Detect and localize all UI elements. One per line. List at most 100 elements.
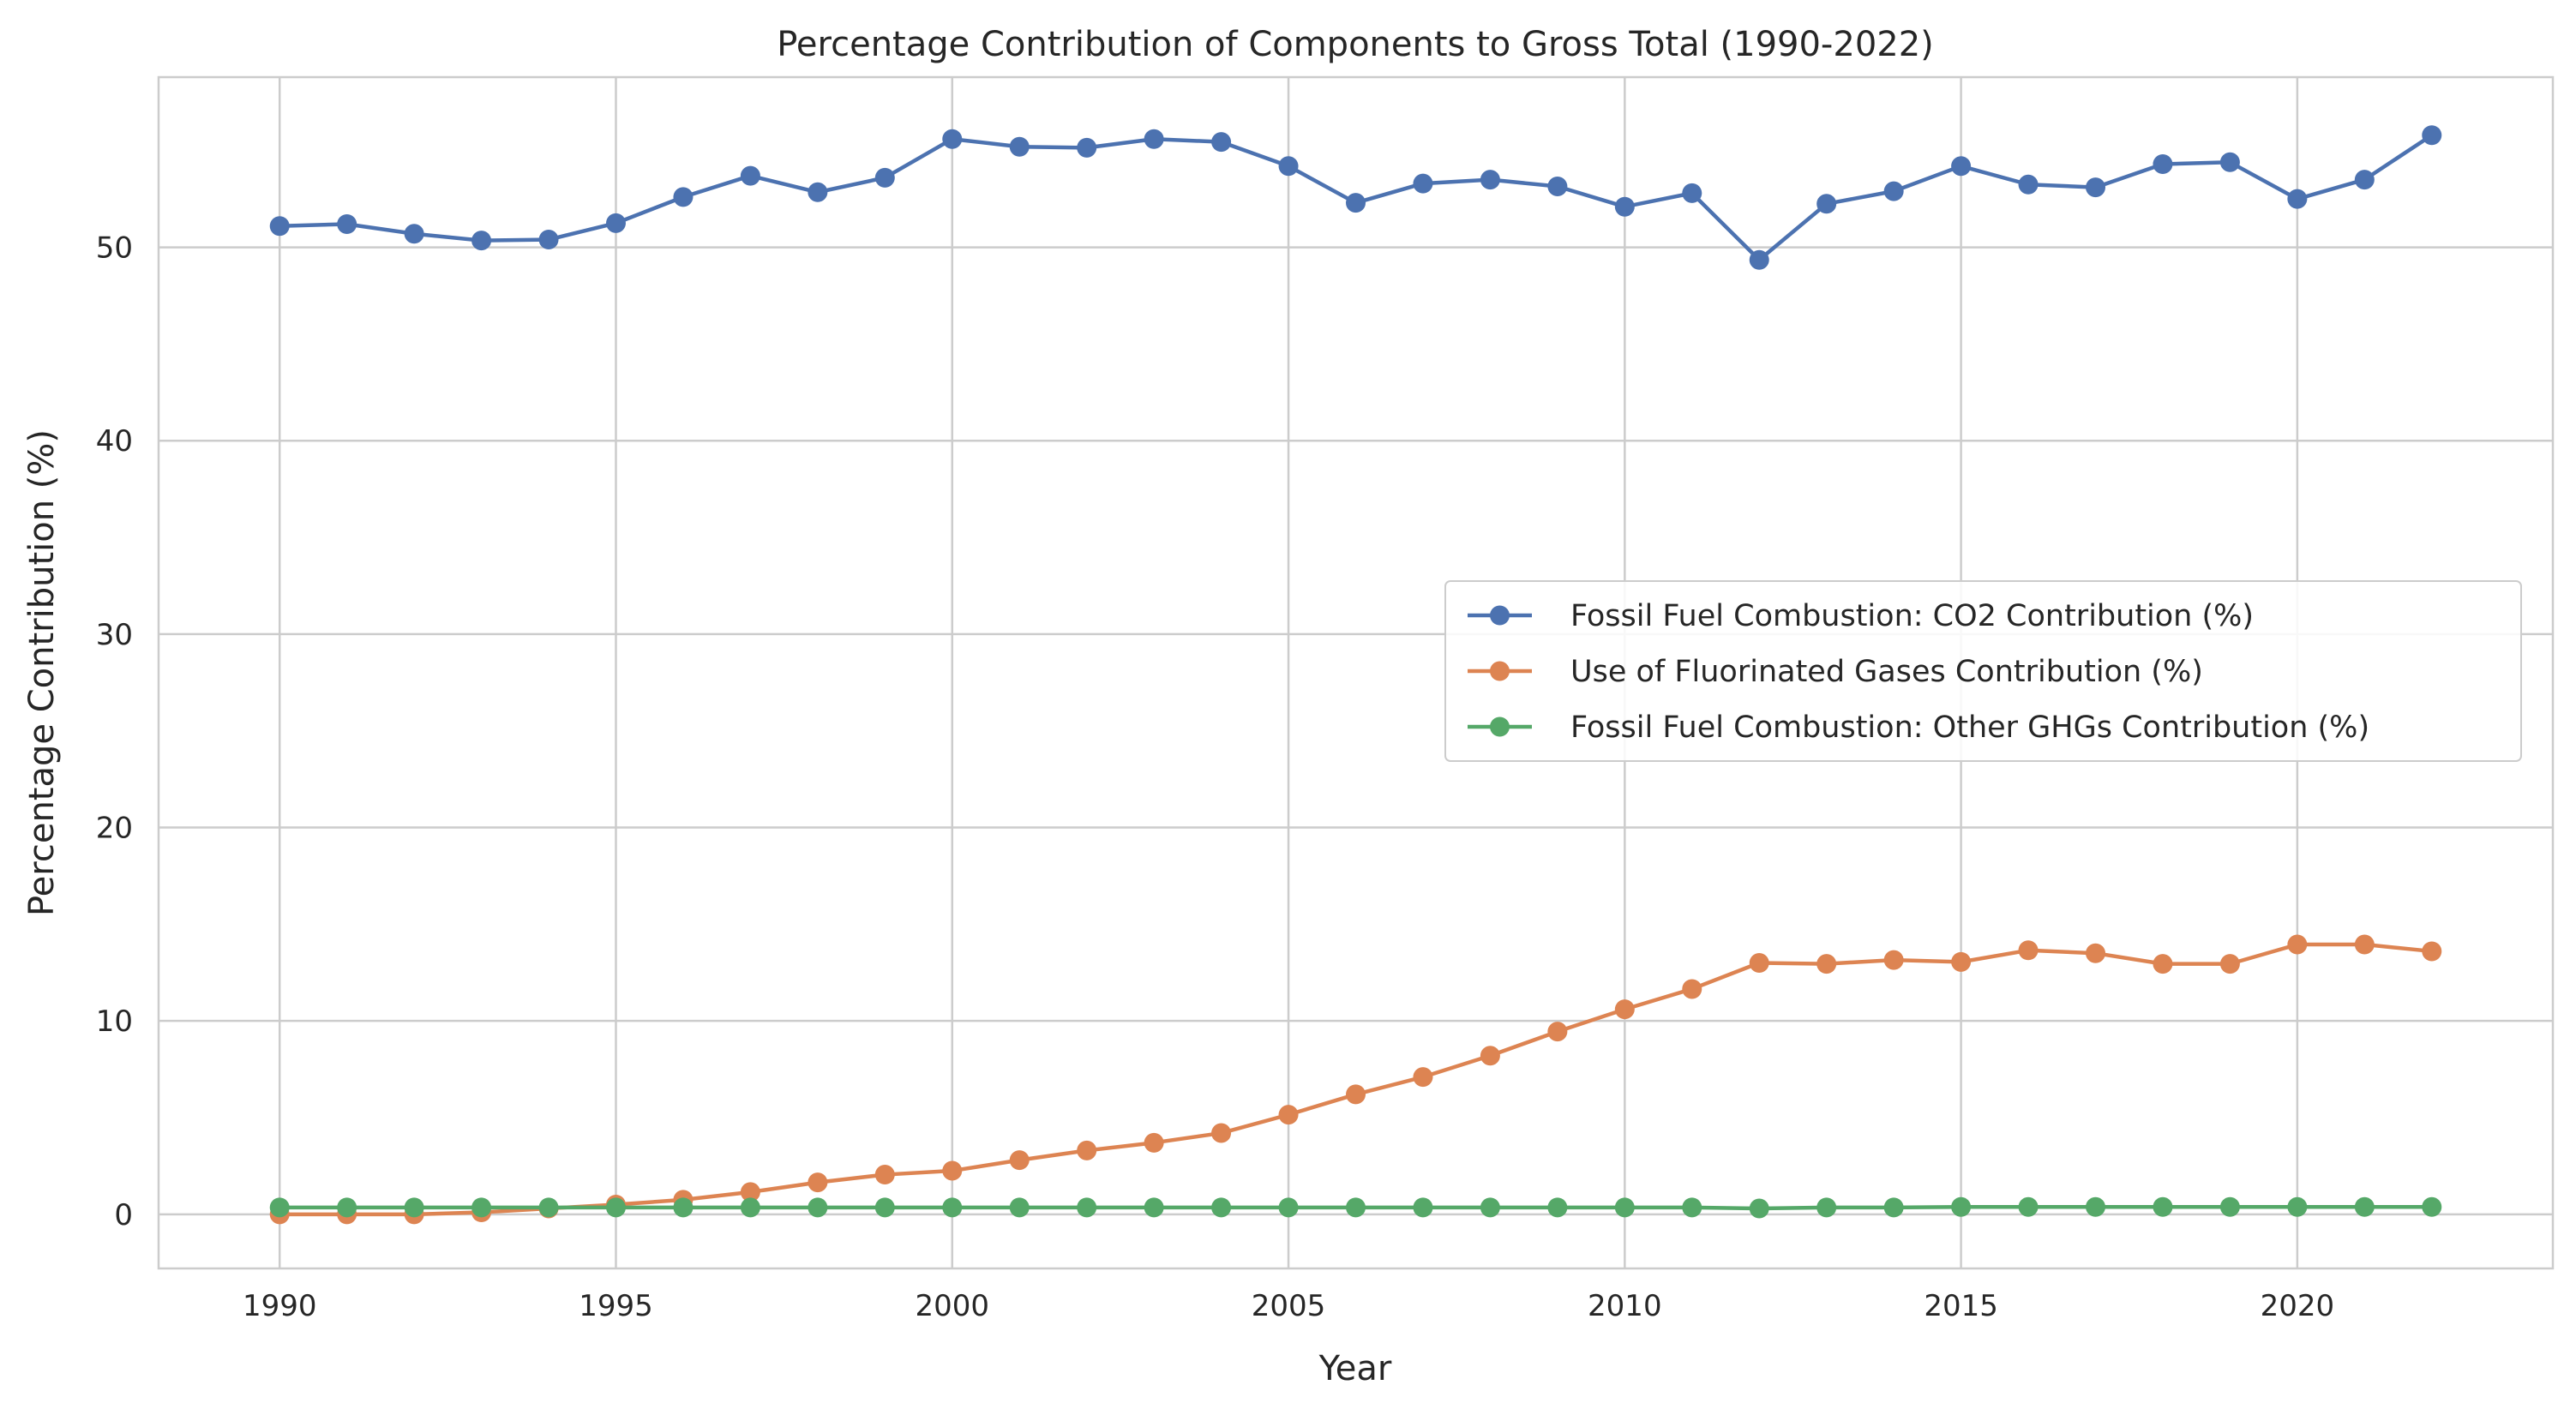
y-tick-label: 40 (96, 424, 133, 459)
data-point (2287, 1196, 2308, 1217)
data-point (1614, 999, 1635, 1020)
data-point (1278, 156, 1299, 177)
data-point (2219, 152, 2240, 172)
data-point (2219, 954, 2240, 974)
x-tick-label: 2010 (1588, 1289, 1662, 1323)
data-point (404, 1197, 424, 1218)
data-point (1951, 156, 1972, 177)
data-point (942, 1160, 963, 1181)
data-point (1346, 193, 1366, 213)
data-point (2354, 934, 2375, 955)
legend-marker (1490, 605, 1510, 626)
data-point (2086, 177, 2106, 198)
data-point (2354, 1196, 2375, 1217)
plot-frame (157, 75, 2555, 1270)
data-point (2018, 1196, 2039, 1217)
y-tick-label: 30 (96, 618, 133, 652)
data-point (942, 129, 963, 149)
data-point (673, 1197, 694, 1218)
y-tick-label: 50 (96, 231, 133, 266)
data-point (2086, 943, 2106, 963)
legend-item: Use of Fluorinated Gases Contribution (%… (1468, 655, 2203, 689)
data-point (1211, 1197, 1232, 1218)
data-point (1077, 1140, 1097, 1160)
data-point (1682, 183, 1702, 203)
y-tick-label: 10 (96, 1004, 133, 1039)
legend-box (1444, 580, 2522, 762)
data-point (1480, 1046, 1500, 1066)
data-point (2422, 1196, 2442, 1217)
data-point (1816, 194, 1837, 214)
data-point (2018, 174, 2039, 195)
data-point (1144, 1132, 1164, 1153)
x-tick-label: 1995 (579, 1289, 653, 1323)
data-point (1278, 1197, 1299, 1218)
data-point (337, 1197, 357, 1218)
data-point (1682, 979, 1702, 999)
tick-labels: 1990 1995 2000 2005 2010 2015 2020 0 10 20 30 40 50 (96, 231, 2334, 1323)
data-point (471, 1197, 492, 1218)
x-tick-label: 2015 (1924, 1289, 1998, 1323)
data-point (1749, 1198, 1769, 1219)
data-point (1077, 137, 1097, 158)
data-point (1883, 950, 1904, 970)
data-point (1547, 1022, 1568, 1042)
x-tick-label: 2020 (2261, 1289, 2335, 1323)
x-tick-label: 2000 (916, 1289, 990, 1323)
data-point (1614, 196, 1635, 217)
y-tick-label: 0 (114, 1198, 133, 1232)
data-point (2287, 934, 2308, 955)
data-point (740, 1197, 760, 1218)
legend-marker (1490, 661, 1510, 681)
data-point (2422, 941, 2442, 962)
data-point (1749, 249, 1769, 270)
data-point (1547, 1197, 1568, 1218)
data-point (471, 231, 492, 251)
data-point (1749, 952, 1769, 973)
data-point (808, 1172, 828, 1193)
data-point (1682, 1197, 1702, 1218)
legend-marker (1490, 716, 1510, 737)
data-point (1144, 1197, 1164, 1218)
data-point (1883, 1197, 1904, 1218)
legend-item: Fossil Fuel Combustion: Other GHGs Contr… (1468, 710, 2369, 745)
data-point (1480, 1197, 1500, 1218)
data-point (1480, 170, 1500, 190)
data-point (1144, 129, 1164, 149)
legend-item: Fossil Fuel Combustion: CO2 Contribution… (1468, 599, 2254, 633)
data-point (808, 182, 828, 202)
data-point (1211, 132, 1232, 153)
data-point (1413, 1197, 1433, 1218)
data-point (538, 1197, 559, 1218)
data-point (874, 167, 895, 188)
data-point (1951, 951, 1972, 972)
data-point (2153, 154, 2173, 175)
series-1 (269, 125, 2442, 270)
series-3 (269, 1196, 2442, 1219)
data-point (874, 1197, 895, 1218)
data-point (404, 224, 424, 244)
data-point (740, 165, 760, 186)
series-group (269, 125, 2442, 1225)
data-point (2086, 1196, 2106, 1217)
data-point (673, 187, 694, 207)
data-point (2354, 170, 2375, 190)
x-tick-label: 1990 (243, 1289, 317, 1323)
data-point (1614, 1197, 1635, 1218)
data-point (2153, 1196, 2173, 1217)
legend-label: Fossil Fuel Combustion: CO2 Contribution… (1570, 599, 2254, 633)
data-point (1211, 1123, 1232, 1143)
data-point (269, 1197, 290, 1218)
data-point (1009, 1150, 1030, 1171)
data-point (2287, 189, 2308, 209)
y-tick-label: 20 (96, 812, 133, 846)
series-2 (269, 934, 2442, 1225)
data-point (874, 1165, 895, 1185)
data-point (1816, 1197, 1837, 1218)
data-point (2422, 125, 2442, 146)
data-point (1816, 954, 1837, 974)
data-point (1278, 1105, 1299, 1125)
data-point (1077, 1197, 1097, 1218)
